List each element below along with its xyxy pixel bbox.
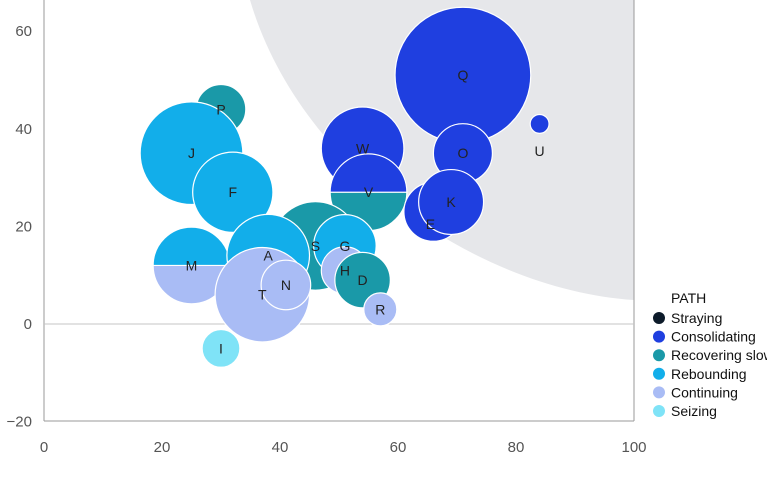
legend-title: PATH — [671, 290, 706, 306]
bubble-circle — [418, 168, 485, 236]
y-tick-label: 40 — [15, 121, 32, 138]
tick-labels: 0 20 40 60 80 100 −20 0 20 40 60 — [7, 23, 647, 456]
legend-label: Consolidating — [671, 329, 756, 345]
legend-label: Rebounding — [671, 366, 747, 382]
bubble-label: I — [219, 340, 223, 356]
bubble-circle — [201, 328, 241, 368]
y-tick-label: 20 — [15, 218, 32, 235]
legend-swatch — [653, 405, 665, 417]
y-tick-label: 60 — [15, 23, 32, 40]
x-tick-label: 20 — [154, 439, 171, 456]
legend-item: Consolidating — [653, 329, 756, 345]
bubble-n — [260, 259, 312, 311]
bubble-circle — [529, 113, 550, 134]
bubble-label: S — [311, 238, 320, 254]
legend-swatch — [653, 367, 665, 380]
bubbles — [139, 6, 550, 368]
bubble-label: H — [340, 262, 350, 278]
bubble-label: O — [457, 145, 468, 161]
legend-swatch — [653, 330, 665, 343]
bubble-label: R — [375, 301, 385, 317]
axes — [43, 0, 635, 422]
bubble-label: D — [358, 272, 368, 288]
bubble-label: K — [446, 194, 456, 210]
bubble-label: A — [264, 248, 274, 264]
bubble-f — [192, 151, 274, 233]
bubble-k — [418, 168, 485, 236]
bubble-label: T — [258, 287, 267, 303]
legend-label: Recovering slowly — [671, 347, 767, 363]
legend-item: Rebounding — [653, 366, 747, 382]
bubble-label: M — [186, 257, 198, 273]
bubble-i — [201, 328, 241, 368]
bubble-label: F — [229, 184, 238, 200]
legend-label: Straying — [671, 310, 722, 326]
bubble-label: U — [535, 143, 545, 159]
legend-swatch — [653, 349, 665, 362]
legend-item: Continuing — [653, 384, 738, 400]
legend-swatch — [653, 312, 665, 324]
bubble-label: E — [426, 216, 435, 232]
bubble-label: G — [339, 238, 350, 254]
bubble-label: N — [281, 277, 291, 293]
bubble-label: P — [216, 101, 225, 117]
bubble-label: W — [356, 140, 370, 156]
y-tick-label: 0 — [24, 316, 32, 333]
legend-swatch — [653, 386, 665, 399]
bubble-circle — [363, 292, 398, 327]
legend-item: Seizing — [653, 403, 717, 419]
bubble-label: Q — [457, 67, 468, 83]
bubble-label: J — [188, 145, 195, 161]
bubble-u — [529, 113, 550, 134]
bubble-m — [152, 226, 231, 305]
legend-label: Continuing — [671, 384, 738, 400]
bubble-circle — [192, 151, 274, 233]
bubble-r — [363, 292, 398, 327]
y-tick-label: −20 — [7, 414, 32, 431]
bubble-circle — [260, 259, 312, 311]
legend: PATH Straying Consolidating Recovering slow… — [653, 290, 767, 419]
legend-item: Recovering slowly — [653, 347, 767, 363]
x-tick-label: 80 — [508, 439, 525, 456]
x-tick-label: 40 — [272, 439, 289, 456]
x-tick-label: 60 — [390, 439, 407, 456]
legend-item: Straying — [653, 310, 722, 326]
x-tick-label: 100 — [621, 439, 646, 456]
legend-label: Seizing — [671, 403, 717, 419]
bubble-label: V — [364, 184, 374, 200]
x-tick-label: 0 — [40, 439, 48, 456]
